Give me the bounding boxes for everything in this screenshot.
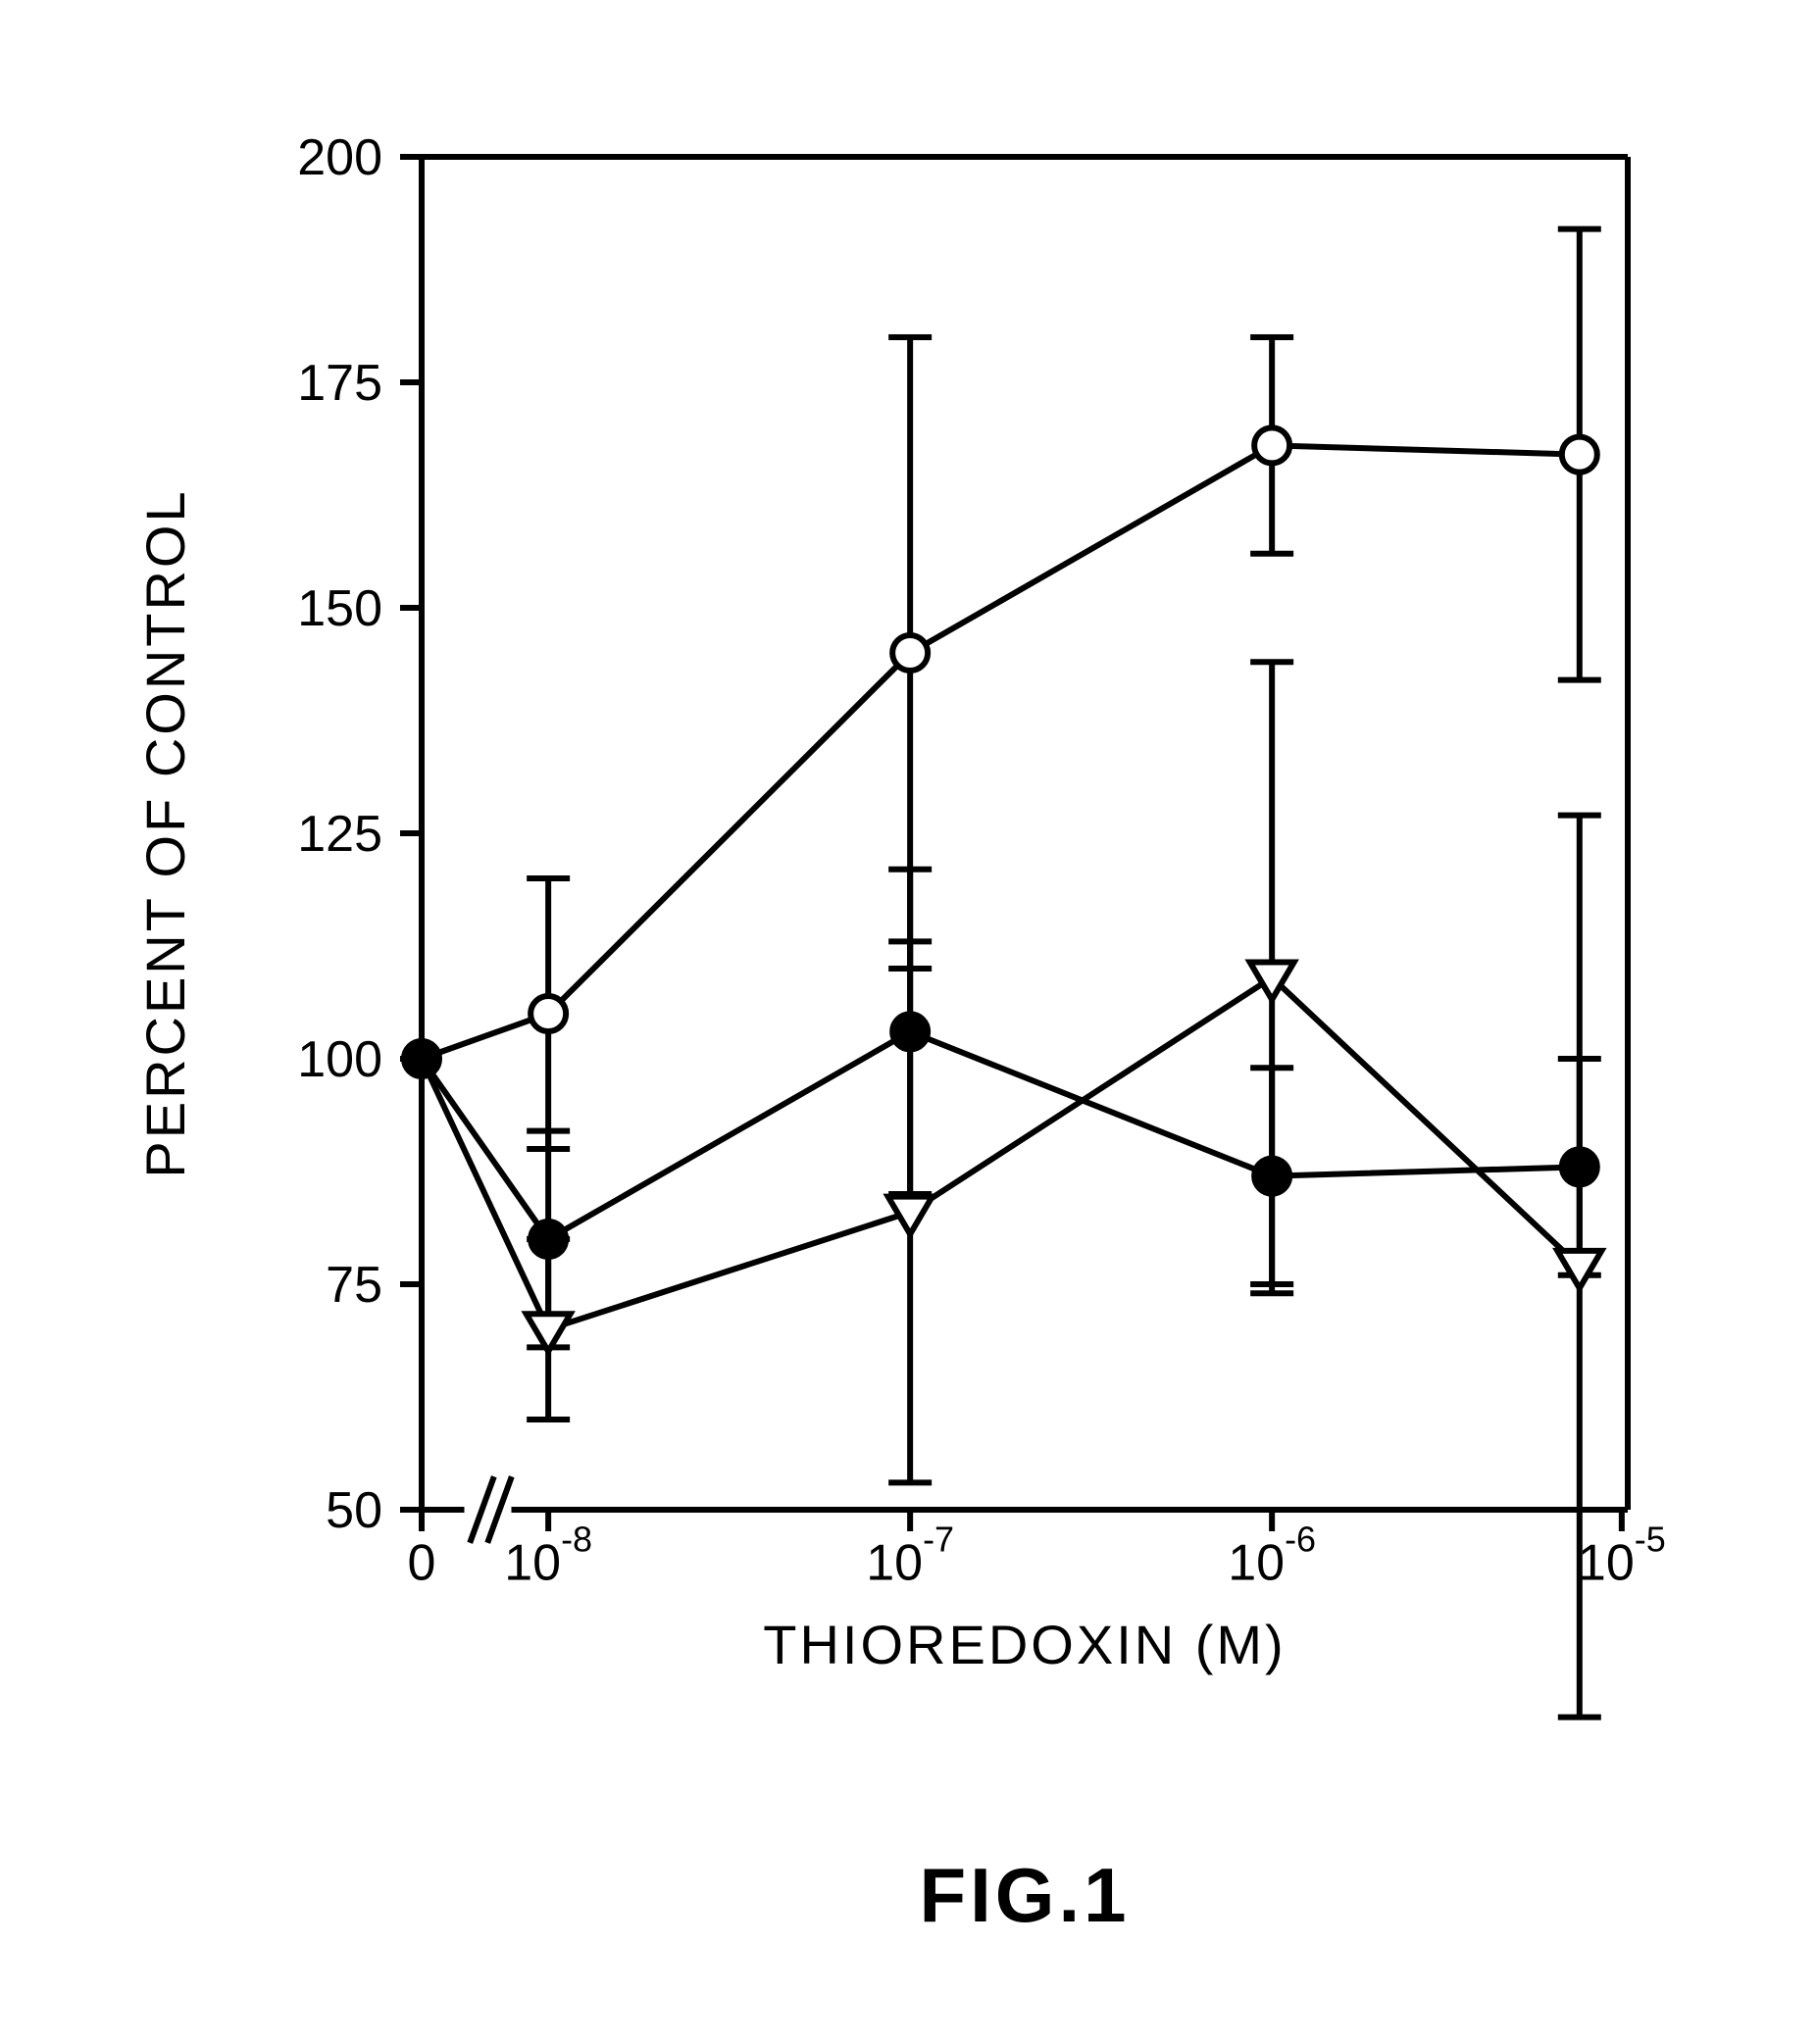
y-axis-label: PERCENT OF CONTROL (134, 488, 196, 1177)
x-axis-label: THIOREDOXIN (M) (763, 1614, 1286, 1675)
xtick-label: 0 (408, 1534, 436, 1591)
page: 5075100125150175200010-810-710-610-5THIO… (0, 0, 1817, 2044)
marker-open-circle (530, 996, 566, 1031)
ytick-label: 75 (326, 1257, 382, 1314)
ytick-label: 200 (297, 129, 382, 186)
chart-svg: 5075100125150175200010-810-710-610-5THIO… (0, 0, 1817, 2044)
ytick-label: 100 (297, 1031, 382, 1088)
ytick-label: 50 (326, 1482, 382, 1539)
marker-open-circle (892, 635, 928, 671)
ytick-label: 175 (297, 355, 382, 412)
marker-open-circle (1254, 427, 1289, 463)
marker-open-circle (1562, 437, 1597, 473)
ytick-label: 150 (297, 580, 382, 637)
ytick-label: 125 (297, 806, 382, 863)
figure-caption: FIG.1 (919, 1852, 1130, 1938)
